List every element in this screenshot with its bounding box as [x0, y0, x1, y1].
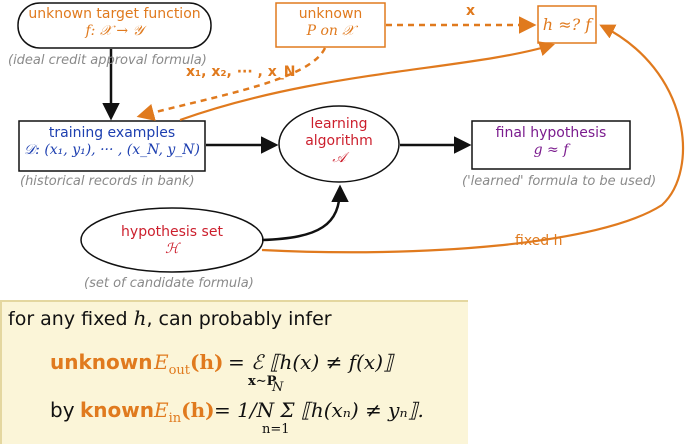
hypothesis-set-label: hypothesis set ℋ	[81, 224, 263, 258]
eout-underset: x∼P	[248, 374, 277, 389]
ein-symbol: E	[154, 398, 169, 422]
learning-algorithm-line1: learning	[310, 116, 368, 132]
training-examples-caption: (historical records in bank)	[20, 174, 195, 189]
eout-word: unknown	[50, 350, 153, 374]
hypothesis-set-caption: (set of candidate formula)	[84, 276, 254, 291]
hypothesis-set-symbol: ℋ	[165, 240, 179, 257]
ein-rhs: = 1/N Σ ⟦h(xₙ) ≠ yₙ⟧.	[214, 398, 424, 422]
x-label: x	[466, 3, 476, 19]
training-examples-box	[18, 120, 206, 172]
inference-intro-var: h	[133, 306, 147, 330]
learning-algorithm-label: learning algorithm 𝒜	[279, 116, 399, 166]
arrow-fixed-h	[261, 24, 685, 254]
learning-algorithm-line2: algorithm	[305, 132, 373, 149]
ein-sum-top: N	[272, 380, 284, 395]
check-label: h ≈? f	[542, 15, 592, 34]
ein-argument: (h)	[181, 398, 215, 422]
ein-subscript: in	[168, 411, 182, 426]
ein-sum-bottom: n=1	[262, 422, 290, 437]
distribution-line1: unknown	[298, 6, 363, 22]
eout-lhs: Eout(h)	[154, 350, 224, 378]
samples-label: x₁, x₂, ··· , x_N	[186, 64, 296, 80]
check-box	[537, 5, 597, 44]
target-function-box	[17, 2, 212, 49]
final-hypothesis-title: final hypothesis	[495, 125, 607, 141]
learning-algorithm-ellipse	[278, 105, 400, 183]
fixed-h-label: fixed h	[515, 233, 563, 249]
arrow-hypothesis-to-algorithm	[261, 184, 349, 242]
inference-panel: for any fixed h, can probably infer unkn…	[0, 300, 468, 444]
distribution-label: unknown P on 𝒳	[276, 6, 385, 40]
distribution-line2: P on 𝒳	[306, 22, 355, 39]
learning-algorithm-symbol: 𝒜	[332, 149, 346, 166]
ein-word: known	[80, 398, 154, 422]
ein-pre: by	[50, 398, 75, 422]
final-hypothesis-label: final hypothesis g ≈ f	[472, 125, 630, 159]
arrow-distribution-to-training	[136, 47, 327, 121]
distribution-box	[275, 2, 386, 48]
inference-intro-pre: for any fixed	[8, 308, 134, 330]
final-hypothesis-box	[471, 120, 631, 170]
target-function-formula: f: 𝒳 → 𝒴	[85, 22, 144, 39]
final-hypothesis-formula: g ≈ f	[533, 141, 569, 158]
inference-intro: for any fixed h, can probably infer	[8, 306, 332, 330]
training-examples-formula: 𝒟: (x₁, y₁), ··· , (x_N, y_N)	[23, 141, 201, 158]
final-hypothesis-caption: ('learned' formula to be used)	[462, 174, 657, 189]
hypothesis-set-title: hypothesis set	[121, 224, 223, 240]
target-function-label: unknown target function f: 𝒳 → 𝒴	[18, 6, 211, 40]
eout-rhs: = ℰ ⟦h(x) ≠ f(x)⟧	[228, 350, 393, 374]
training-examples-title: training examples	[48, 125, 176, 141]
target-function-caption: (ideal credit approval formula)	[8, 53, 207, 68]
eout-argument: (h)	[190, 350, 224, 374]
eout-symbol: E	[154, 350, 169, 374]
inference-intro-post: , can probably infer	[146, 308, 332, 330]
training-examples-label: training examples 𝒟: (x₁, y₁), ··· , (x_…	[19, 125, 205, 159]
eout-subscript: out	[168, 363, 191, 378]
target-function-title: unknown target function	[28, 6, 201, 22]
ein-lhs: Ein(h)	[154, 398, 215, 426]
arrow-training-to-check	[179, 41, 555, 122]
